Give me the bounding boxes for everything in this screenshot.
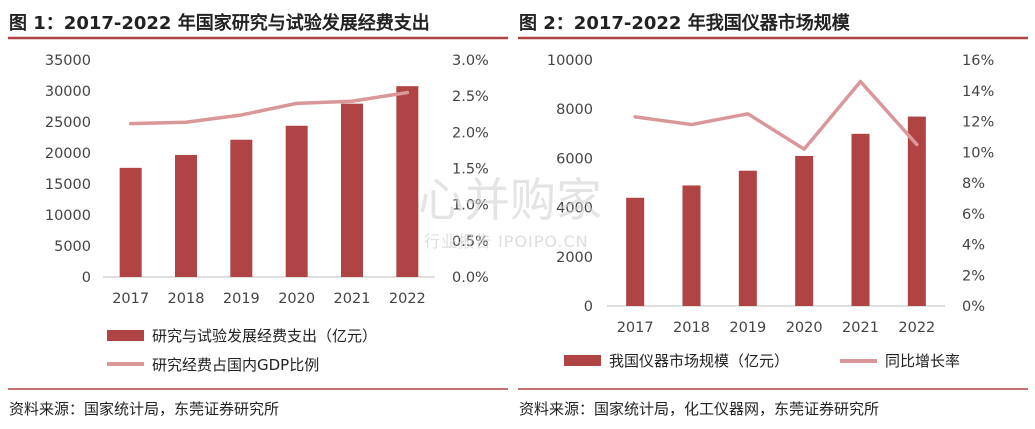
chart1-y-right-tick: 1.0% xyxy=(452,198,489,214)
chart2-x-tick: 2018 xyxy=(673,320,710,336)
chart2-bar xyxy=(682,185,701,306)
chart2-legend-bar-swatch xyxy=(564,355,601,366)
chart2-y-right-tick: 14% xyxy=(962,84,994,100)
chart2-y-right-tick: 4% xyxy=(962,238,985,254)
chart1-bar xyxy=(285,125,308,277)
chart1-legend-bar-label: 研究与试验发展经费支出（亿元） xyxy=(152,327,377,345)
watermark: 心并购家 行业报告 IPOIPO.CN xyxy=(418,173,602,251)
chart2-x-tick: 2019 xyxy=(729,320,766,336)
chart1-bar xyxy=(119,167,142,277)
chart1-title: 图 1：2017-2022 年国家研究与试验发展经费支出 xyxy=(9,12,430,34)
chart1-y-left-tick: 20000 xyxy=(45,146,91,162)
chart1-y-left-tick: 35000 xyxy=(45,53,91,69)
chart2-y-left-tick: 0 xyxy=(584,299,593,315)
chart1-source: 资料来源：国家统计局，东莞证券研究所 xyxy=(9,400,279,418)
chart1-bar xyxy=(175,154,197,277)
chart2-plot: 0 2000 4000 6000 8000 10000 0% 2% 4% 6% 8% 10% 12% 14… xyxy=(547,53,994,336)
chart1-bar xyxy=(341,103,363,278)
chart1-y-right-tick: 0.5% xyxy=(452,234,489,250)
chart1-y-right-tick: 2.0% xyxy=(452,125,489,141)
chart1-ratio-line xyxy=(128,90,410,126)
chart2-ratio-line xyxy=(633,79,919,151)
chart1-y-left-tick: 0 xyxy=(82,270,91,286)
chart2-source: 资料来源：国家统计局，化工仪器网，东莞证券研究所 xyxy=(519,400,879,418)
chart1-bar xyxy=(230,139,253,277)
chart2-title: 图 2：2017-2022 年我国仪器市场规模 xyxy=(519,12,851,34)
chart1-y-left-tick: 10000 xyxy=(45,208,91,224)
chart1-legend-line-label: 研究经费占国内GDP比例 xyxy=(152,356,319,374)
chart2-bar xyxy=(851,133,870,306)
chart2-bar xyxy=(738,170,757,306)
chart1-x-tick: 2022 xyxy=(389,291,426,307)
chart2-y-left-tick: 8000 xyxy=(556,102,593,118)
chart1-y-left-tick: 15000 xyxy=(45,177,91,193)
chart2-legend-bar-label: 我国仪器市场规模（亿元） xyxy=(609,352,789,370)
chart1-x-tick: 2020 xyxy=(278,291,315,307)
chart2-x-tick: 2021 xyxy=(842,320,879,336)
chart1-plot: 0 5000 10000 15000 20000 25000 30000 35000 0.0% 0… xyxy=(45,53,489,307)
chart1-x-tick: 2018 xyxy=(168,291,205,307)
chart2-x-tick: 2020 xyxy=(786,320,823,336)
watermark-sub: 行业报告 IPOIPO.CN xyxy=(424,232,589,251)
chart2-y-left-tick: 6000 xyxy=(556,151,593,167)
chart1-x-tick: 2017 xyxy=(112,291,149,307)
chart1-bar xyxy=(396,86,419,277)
chart1-y-right-tick: 2.5% xyxy=(452,89,489,105)
chart1-x-tick: 2021 xyxy=(334,291,371,307)
chart2-y-left-tick: 2000 xyxy=(556,250,593,266)
chart1-y-right-tick: 1.5% xyxy=(452,162,489,178)
chart1-legend-bar-swatch xyxy=(107,330,144,341)
chart2-legend-line-label: 同比增长率 xyxy=(885,352,960,370)
chart1-y-right-tick: 3.0% xyxy=(452,53,489,69)
chart2-y-right-tick: 6% xyxy=(962,207,985,223)
chart1-y-left-tick: 25000 xyxy=(45,115,91,131)
chart2-y-right-tick: 10% xyxy=(962,145,994,161)
chart2-y-left-tick: 4000 xyxy=(556,201,593,217)
chart2-y-left-tick: 10000 xyxy=(547,53,593,69)
chart2-bar xyxy=(795,155,814,306)
chart1-x-tick: 2019 xyxy=(223,291,260,307)
chart2-y-right-tick: 2% xyxy=(962,268,985,284)
chart2-x-tick: 2017 xyxy=(617,320,654,336)
chart2-bar xyxy=(626,197,645,306)
chart2-x-tick: 2022 xyxy=(898,320,935,336)
chart1-y-left-tick: 5000 xyxy=(54,239,91,255)
chart1-y-right-tick: 0.0% xyxy=(452,270,489,286)
chart2-y-right-tick: 0% xyxy=(962,299,985,315)
chart2-bar xyxy=(907,116,926,306)
chart2-y-right-tick: 16% xyxy=(962,53,994,69)
chart2-y-right-tick: 8% xyxy=(962,176,985,192)
chart2-y-right-tick: 12% xyxy=(962,115,994,131)
watermark-main: 心并购家 xyxy=(418,173,602,227)
chart1-y-left-tick: 30000 xyxy=(45,84,91,100)
